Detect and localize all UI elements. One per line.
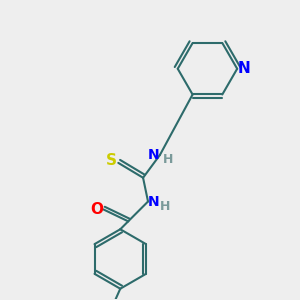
Text: O: O [90, 202, 103, 217]
Text: N: N [148, 194, 160, 208]
Text: H: H [163, 153, 173, 167]
Text: H: H [160, 200, 170, 213]
Text: N: N [238, 61, 250, 76]
Text: S: S [106, 153, 117, 168]
Text: N: N [148, 148, 160, 162]
